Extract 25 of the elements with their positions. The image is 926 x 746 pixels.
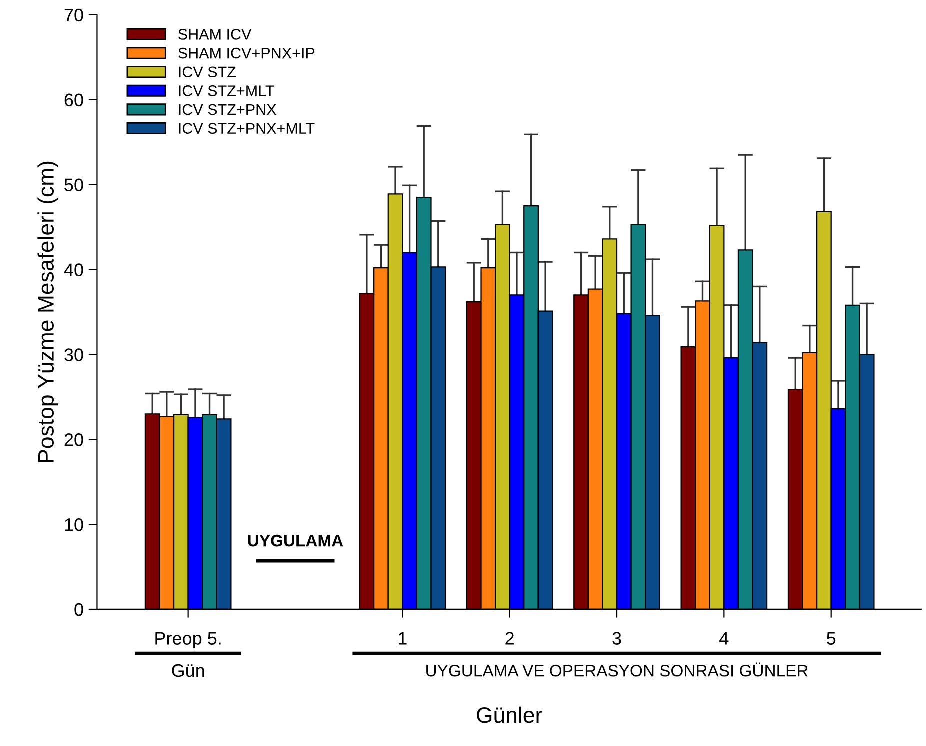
text: Gün <box>172 664 204 678</box>
x-tick-label: 4 <box>720 632 729 645</box>
y-tick-label: 0 <box>74 603 84 616</box>
y-tick-label: 10 <box>65 518 84 532</box>
legend-label: ICV STZ+PNX <box>179 104 276 116</box>
x-axis-title: Günler <box>477 706 542 724</box>
annotation: UYGULAMA <box>248 534 344 547</box>
legend-label: ICV STZ+PNX+MLT <box>179 123 315 134</box>
y-tick-label: 60 <box>64 94 84 107</box>
x-tick-label: 2 <box>506 632 514 645</box>
x-tick-label: 5 <box>827 632 836 645</box>
y-tick-label: 40 <box>64 264 84 276</box>
y-tick-label: 50 <box>64 178 84 192</box>
x-tick-label: 1 <box>399 632 407 645</box>
legend-label: SHAM ICV <box>178 29 252 40</box>
x-tick-label: Preop 5. <box>156 632 221 649</box>
legend-label: ICV STZ <box>179 66 236 78</box>
legend-label: ICV STZ+MLT <box>179 86 274 96</box>
text: UYGULAMA VE OPERASYON SONRASI GÜNLER <box>426 662 808 677</box>
legend-label: SHAM ICV+PNX+IP <box>178 48 315 59</box>
y-tick-label: 70 <box>64 8 84 22</box>
x-tick-label: 3 <box>612 632 622 645</box>
y-tick-label: 30 <box>64 348 84 362</box>
y-tick-label: 20 <box>64 434 84 446</box>
y-axis-title: Postop Yüzme Mesafeleri (cm) <box>38 162 58 462</box>
